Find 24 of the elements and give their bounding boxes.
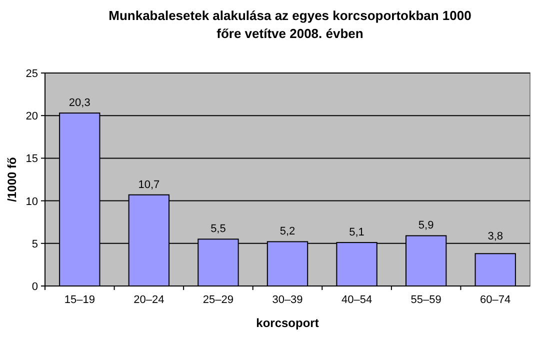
x-tick-label: 25–29 — [202, 294, 234, 306]
y-tick-label: 0 — [32, 281, 38, 293]
data-label: 5,1 — [349, 226, 364, 239]
data-label: 5,5 — [210, 223, 226, 236]
x-tick-label: 15–19 — [64, 294, 95, 306]
bar — [474, 253, 516, 286]
x-axis-title: korcsoport — [256, 316, 319, 330]
x-tick-label: 20–24 — [134, 294, 164, 306]
x-tick-label: 60–74 — [480, 294, 511, 306]
y-axis-title: /1000 fő — [5, 157, 19, 202]
x-tick-label: 40–54 — [341, 294, 372, 306]
y-tick-label: 20 — [26, 110, 38, 123]
data-label: 20,3 — [68, 97, 90, 110]
data-label: 3,8 — [488, 230, 504, 242]
x-tick-label: 55–59 — [410, 294, 442, 306]
y-tick-label: 10 — [26, 196, 38, 208]
y-tick-label: 15 — [26, 153, 38, 166]
x-tick-label: 30–39 — [272, 294, 303, 306]
y-tick-label: 5 — [32, 238, 38, 250]
data-label: 5,9 — [418, 220, 434, 232]
chart-title: Munkabalesetek alakulása az egyes korcsoportokban 1000 főre vetítve 2008. évben — [108, 8, 472, 41]
data-label: 5,2 — [280, 226, 296, 238]
data-label: 10,7 — [138, 178, 160, 191]
y-tick-label: 25 — [26, 68, 38, 80]
